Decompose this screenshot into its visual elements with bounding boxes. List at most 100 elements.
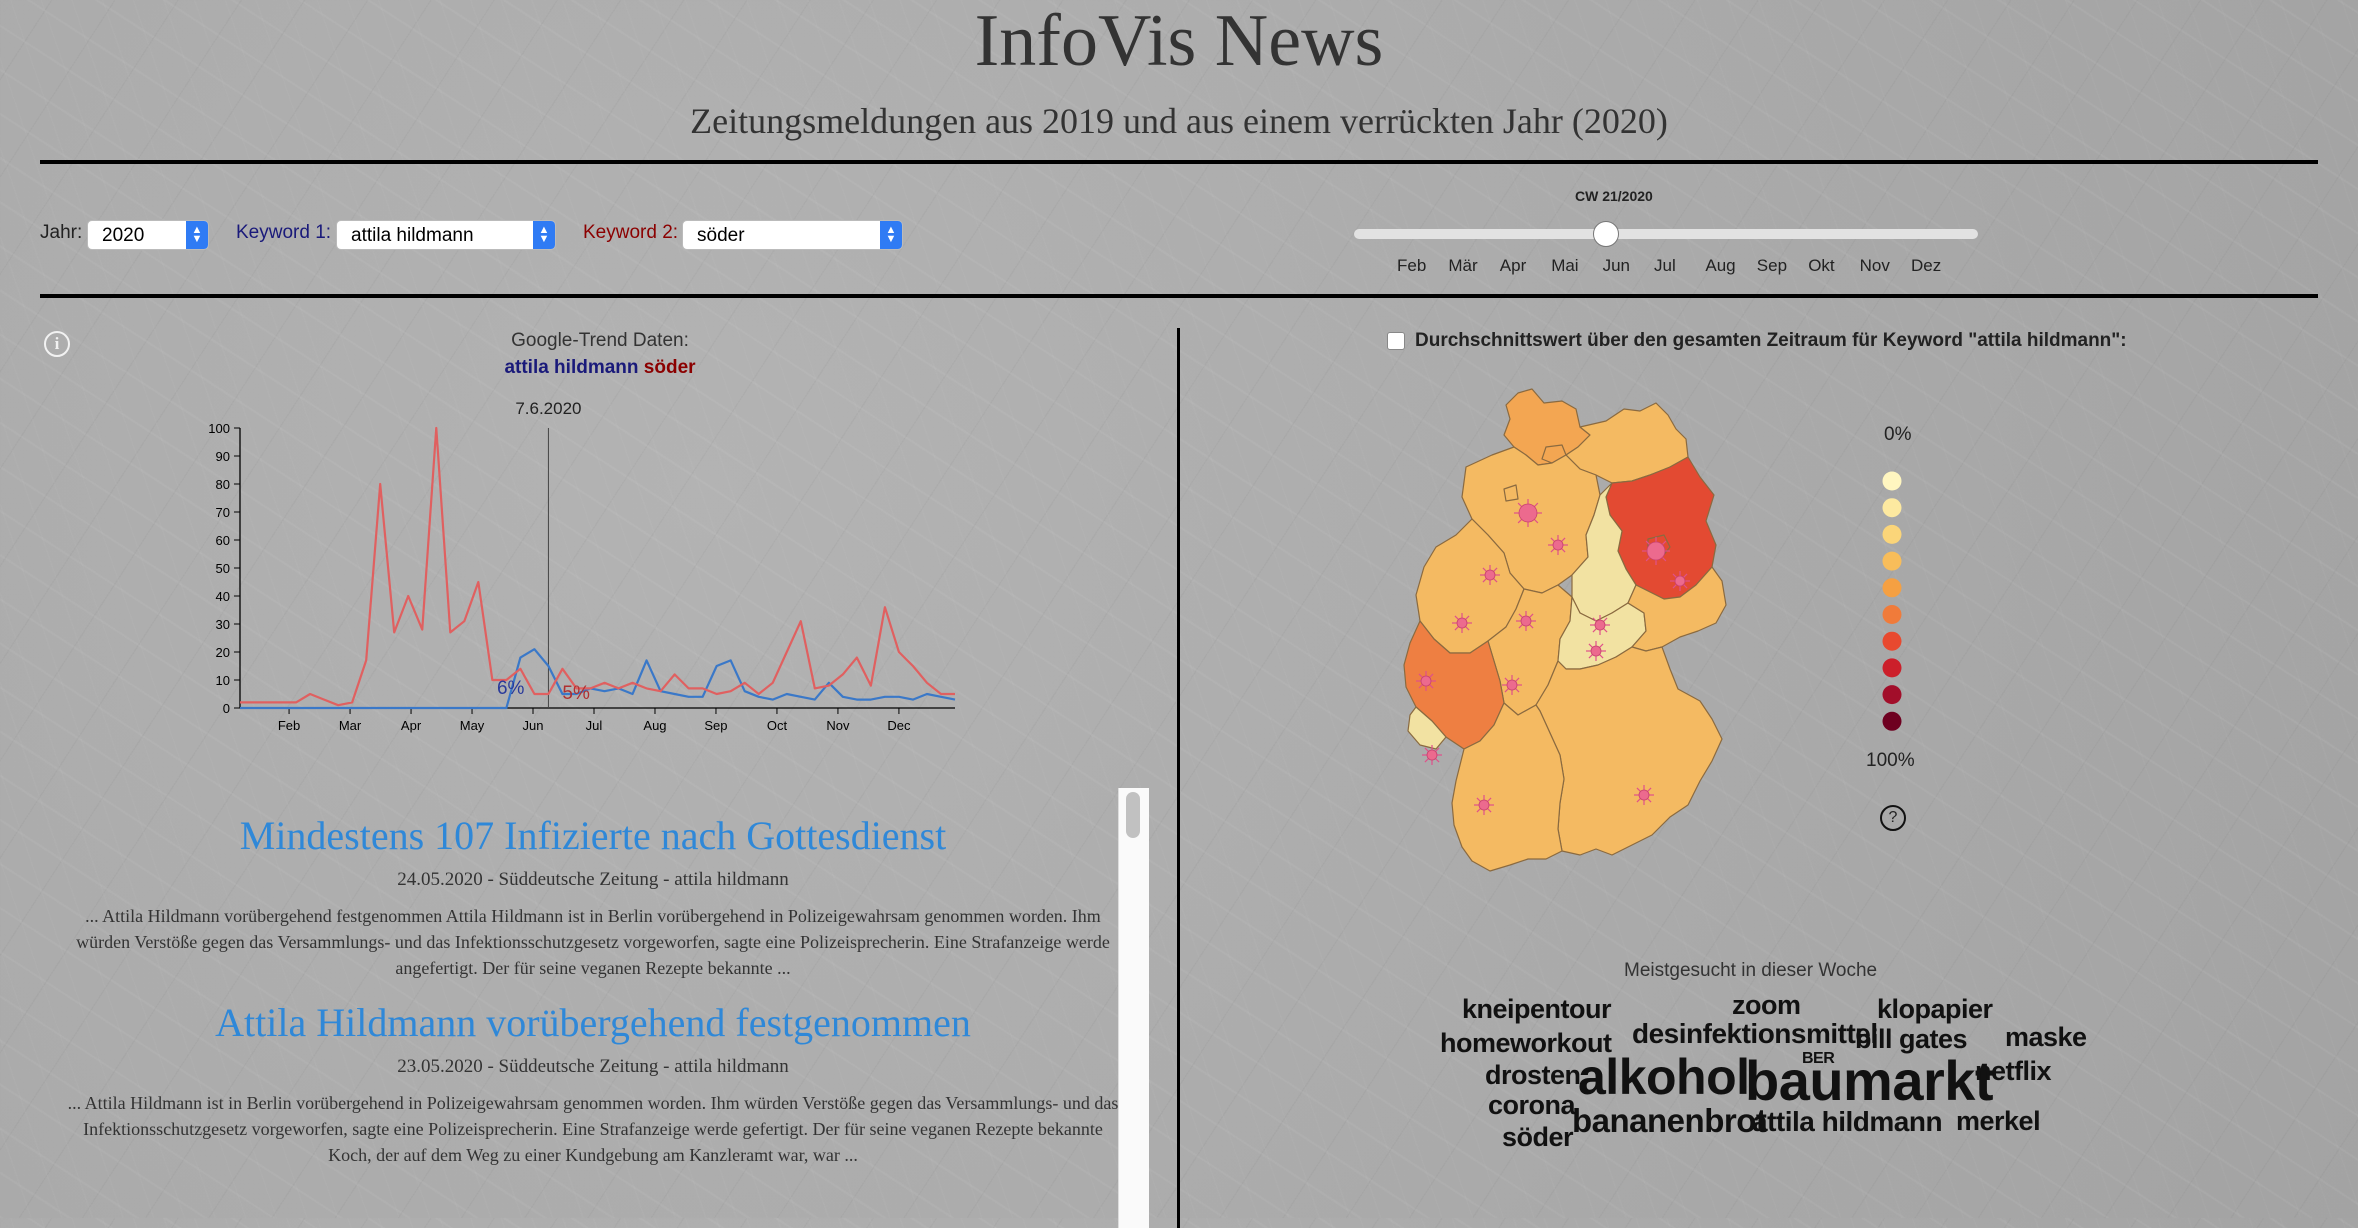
virus-icon [1514, 499, 1542, 527]
scale-swatch [1883, 525, 1902, 544]
virus-icon [1452, 613, 1472, 633]
virus-body [1595, 620, 1605, 630]
virus-body [1639, 790, 1649, 800]
slider-month-label: Mai [1551, 256, 1578, 276]
cloud-word[interactable]: bananenbrot [1572, 1102, 1766, 1140]
cloud-word[interactable]: klopapier [1877, 994, 1993, 1025]
info-icon[interactable]: i [44, 331, 70, 357]
virus-icon [1502, 675, 1522, 695]
state-bayern[interactable] [1536, 647, 1722, 855]
slider-month-label: Okt [1808, 256, 1834, 276]
news-scrollbar[interactable] [1118, 788, 1149, 1228]
slider-month-label: Nov [1860, 256, 1890, 276]
keyword2-select[interactable]: söder ▲▼ [682, 220, 903, 250]
trend-title: Google-Trend Daten: [480, 330, 720, 352]
cloud-word[interactable]: maske [2005, 1022, 2087, 1053]
scale-swatch [1883, 605, 1902, 624]
x-tick-label: Mar [339, 718, 362, 733]
scale-swatch [1883, 658, 1902, 677]
virus-body [1457, 618, 1467, 628]
virus-icon [1480, 565, 1500, 585]
virus-body [1591, 646, 1601, 656]
slider-month-label: Apr [1500, 256, 1526, 276]
year-select[interactable]: 2020 ▲▼ [87, 220, 209, 250]
scale-swatch [1883, 632, 1902, 651]
virus-icon [1474, 795, 1494, 815]
virus-body [1485, 570, 1495, 580]
series-line-1 [240, 649, 955, 708]
virus-body [1553, 540, 1563, 550]
word-cloud-title: Meistgesucht in dieser Woche [1624, 960, 1877, 982]
y-tick-label: 30 [216, 617, 230, 632]
y-tick-label: 100 [208, 421, 230, 436]
keyword1-percent: 6% [497, 678, 525, 699]
scale-swatch [1883, 552, 1902, 571]
header-divider [40, 160, 2318, 164]
average-label: Durchschnittswert über den gesamten Zeit… [1415, 330, 2127, 352]
scale-min-label: 0% [1884, 424, 1911, 446]
week-slider-thumb[interactable] [1593, 221, 1619, 247]
y-tick-label: 40 [216, 589, 230, 604]
cloud-word[interactable]: corona [1488, 1090, 1575, 1121]
keyword2-select-value: söder [697, 225, 745, 246]
scale-swatch [1883, 472, 1902, 491]
year-select-value: 2020 [102, 225, 144, 246]
virus-icon [1586, 641, 1606, 661]
keyword1-label-text: Keyword 1: [236, 222, 331, 243]
x-tick-label: Sep [704, 718, 727, 733]
virus-body [1479, 800, 1489, 810]
virus-body [1427, 750, 1437, 760]
keyword1-select[interactable]: attila hildmann ▲▼ [336, 220, 556, 250]
slider-month-label: Jul [1654, 256, 1676, 276]
y-tick-label: 60 [216, 533, 230, 548]
week-slider-track[interactable] [1354, 229, 1978, 239]
cloud-word[interactable]: attila hildmann [1752, 1106, 1942, 1138]
cloud-word[interactable]: baumarkt [1745, 1048, 1993, 1113]
keyword1-label: Keyword 1: [236, 222, 331, 244]
article-snippet: ... Attila Hildmann ist in Berlin vorübe… [62, 1090, 1124, 1168]
scale-max-label: 100% [1866, 750, 1915, 772]
virus-icon [1416, 671, 1436, 691]
color-scale [1882, 470, 1912, 740]
x-tick-label: Aug [643, 718, 666, 733]
virus-icon [1634, 785, 1654, 805]
cloud-word[interactable]: netflix [1975, 1056, 2051, 1087]
virus-icon [1422, 745, 1442, 765]
average-toggle-row[interactable]: Durchschnittswert über den gesamten Zeit… [1387, 330, 2127, 352]
cloud-word[interactable]: zoom [1732, 990, 1801, 1021]
legend-keyword2: söder [644, 357, 696, 378]
keyword1-select-value: attila hildmann [351, 225, 474, 246]
germany-map[interactable] [1400, 385, 1800, 905]
cloud-word[interactable]: merkel [1956, 1106, 2040, 1137]
virus-body [1421, 676, 1431, 686]
news-scrollbar-thumb[interactable] [1126, 792, 1140, 838]
virus-icon [1516, 611, 1536, 631]
y-tick-label: 20 [216, 645, 230, 660]
x-tick-label: Dec [887, 718, 911, 733]
article-headline[interactable]: Attila Hildmann vorübergehend festgenomm… [62, 999, 1124, 1046]
article-meta: 24.05.2020 - Süddeutsche Zeitung - attil… [62, 869, 1124, 891]
cloud-word[interactable]: kneipentour [1462, 994, 1611, 1025]
help-icon[interactable]: ? [1880, 805, 1906, 831]
virus-icon [1642, 537, 1670, 565]
cloud-word[interactable]: söder [1502, 1122, 1573, 1153]
page-subtitle: Zeitungsmeldungen aus 2019 und aus einem… [0, 100, 2358, 142]
article-headline[interactable]: Mindestens 107 Infizierte nach Gottesdie… [62, 812, 1124, 859]
virus-body [1675, 576, 1685, 586]
y-tick-label: 90 [216, 449, 230, 464]
cloud-word[interactable]: alkohol [1578, 1048, 1750, 1106]
y-tick-label: 70 [216, 505, 230, 520]
average-checkbox[interactable] [1387, 332, 1405, 350]
y-tick-label: 10 [216, 673, 230, 688]
keyword2-label-text: Keyword 2: [583, 222, 678, 243]
cloud-word[interactable]: desinfektionsmittel [1632, 1018, 1878, 1050]
scale-swatch [1883, 498, 1902, 517]
cloud-word[interactable]: drosten [1485, 1060, 1581, 1091]
trend-legend: attila hildmann söder [400, 357, 800, 379]
x-tick-label: Jul [586, 718, 603, 733]
virus-icon [1670, 571, 1690, 591]
y-tick-label: 0 [223, 701, 230, 716]
slider-month-label: Jun [1603, 256, 1630, 276]
scale-swatch [1883, 578, 1902, 597]
